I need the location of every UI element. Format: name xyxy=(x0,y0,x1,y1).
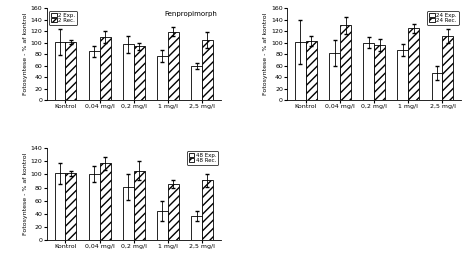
Bar xyxy=(295,42,306,100)
Bar xyxy=(397,50,408,100)
Y-axis label: Fotosyntese - % af kontrol: Fotosyntese - % af kontrol xyxy=(23,13,28,96)
Bar xyxy=(443,36,453,100)
Y-axis label: Fotosyntese - % af kontrol: Fotosyntese - % af kontrol xyxy=(23,153,28,235)
Bar xyxy=(363,43,374,100)
Bar xyxy=(134,46,144,100)
Legend: 24 Exp., 24 Rec.: 24 Exp., 24 Rec. xyxy=(427,11,459,25)
Bar xyxy=(202,40,213,100)
Legend: 2 Exp., 2 Rec.: 2 Exp., 2 Rec. xyxy=(49,11,77,25)
Y-axis label: Fotosyntese - % af kontrol: Fotosyntese - % af kontrol xyxy=(263,13,268,96)
Text: Fenpropimorph: Fenpropimorph xyxy=(164,11,217,17)
Bar xyxy=(168,32,179,100)
Bar xyxy=(340,25,351,100)
Bar xyxy=(123,187,134,240)
Bar xyxy=(65,173,76,240)
Bar xyxy=(329,53,340,100)
Bar xyxy=(168,184,179,240)
Bar xyxy=(100,37,110,100)
Bar xyxy=(157,211,168,240)
Bar xyxy=(55,42,65,100)
Bar xyxy=(191,216,202,240)
Bar xyxy=(432,73,443,100)
Bar xyxy=(306,41,317,100)
Bar xyxy=(134,171,144,240)
Bar xyxy=(157,56,168,100)
Bar xyxy=(191,66,202,100)
Bar xyxy=(100,163,110,240)
Bar xyxy=(65,42,76,100)
Bar xyxy=(123,44,134,100)
Legend: 48 Exp., 48 Rec.: 48 Exp., 48 Rec. xyxy=(187,151,218,165)
Bar xyxy=(89,51,100,100)
Bar xyxy=(408,28,419,100)
Bar xyxy=(55,173,65,240)
Bar xyxy=(89,174,100,240)
Bar xyxy=(202,180,213,240)
Bar xyxy=(374,45,385,100)
